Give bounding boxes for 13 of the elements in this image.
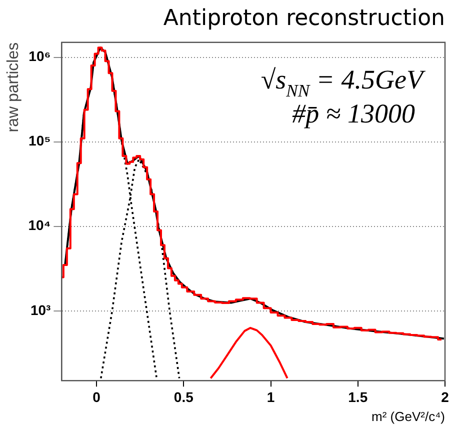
y-tick-label: 10⁴ [28,217,51,234]
y-axis-title: raw particles [5,42,22,132]
x-tick-label: 0.5 [174,388,194,405]
y-tick-label: 10³ [30,302,52,318]
x-tick-label: 1.5 [348,388,368,405]
x-axis-title: m² (GeV²/c⁴) [372,408,445,424]
annotation: #p̄ ≈ 13000 [292,98,416,128]
chart-title: Antiproton reconstruction [163,6,445,31]
x-tick-label: 2 [441,388,450,405]
y-tick-label: 10⁶ [28,48,51,64]
x-tick-label: 0 [92,388,101,405]
x-tick-label: 1 [266,388,275,405]
y-tick-label: 10⁵ [28,132,51,149]
